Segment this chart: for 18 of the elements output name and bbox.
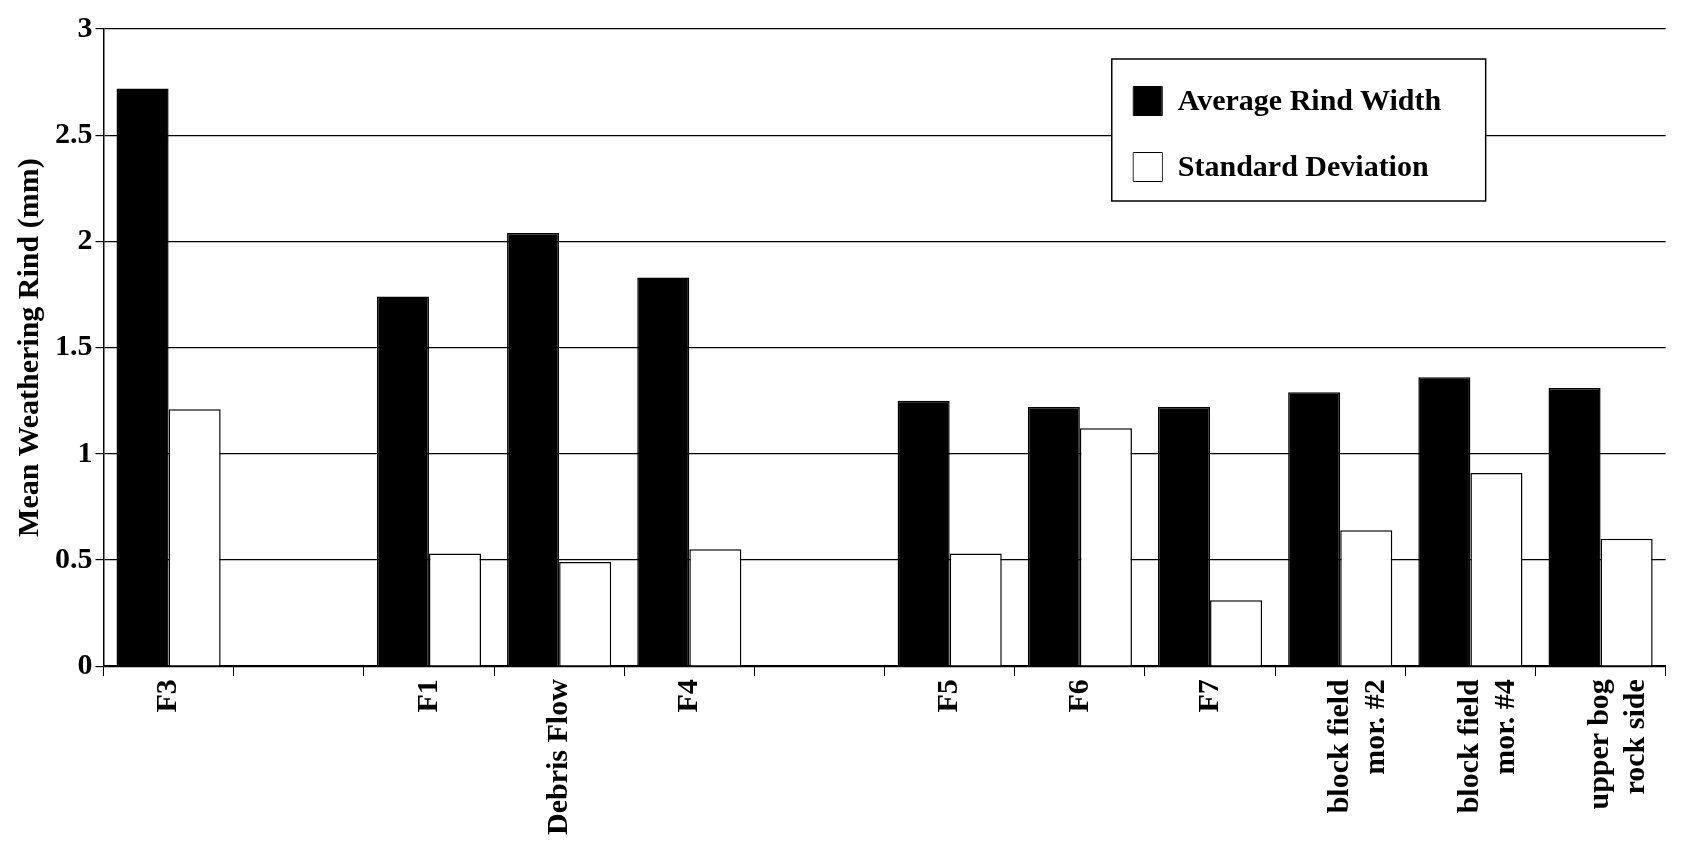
x-tick-label: F5	[930, 679, 964, 713]
x-tick-label: block field mor. #2	[1320, 678, 1390, 814]
y-tick-label: 2.5	[55, 115, 93, 149]
y-tick-label: 2	[77, 222, 93, 256]
legend-label: Standard Deviation	[1177, 148, 1429, 182]
legend-label: Average Rind Width	[1177, 82, 1442, 116]
y-tick-label: 1	[77, 434, 93, 468]
y-tick-label: 1.5	[55, 328, 93, 362]
x-tick-label: F7	[1190, 679, 1224, 713]
x-tick-label: F6	[1060, 679, 1094, 713]
x-tick-label: F1	[409, 679, 443, 713]
x-tick-label: F3	[149, 679, 183, 713]
x-tick-label: F4	[670, 679, 704, 713]
x-tick-label: Debris Flow	[539, 678, 573, 836]
y-tick-label: 0.5	[55, 540, 93, 574]
y-tick-label: 3	[77, 9, 93, 43]
y-axis-title: Mean Weathering Rind (mm)	[10, 158, 45, 537]
y-tick-label: 0	[77, 646, 93, 680]
